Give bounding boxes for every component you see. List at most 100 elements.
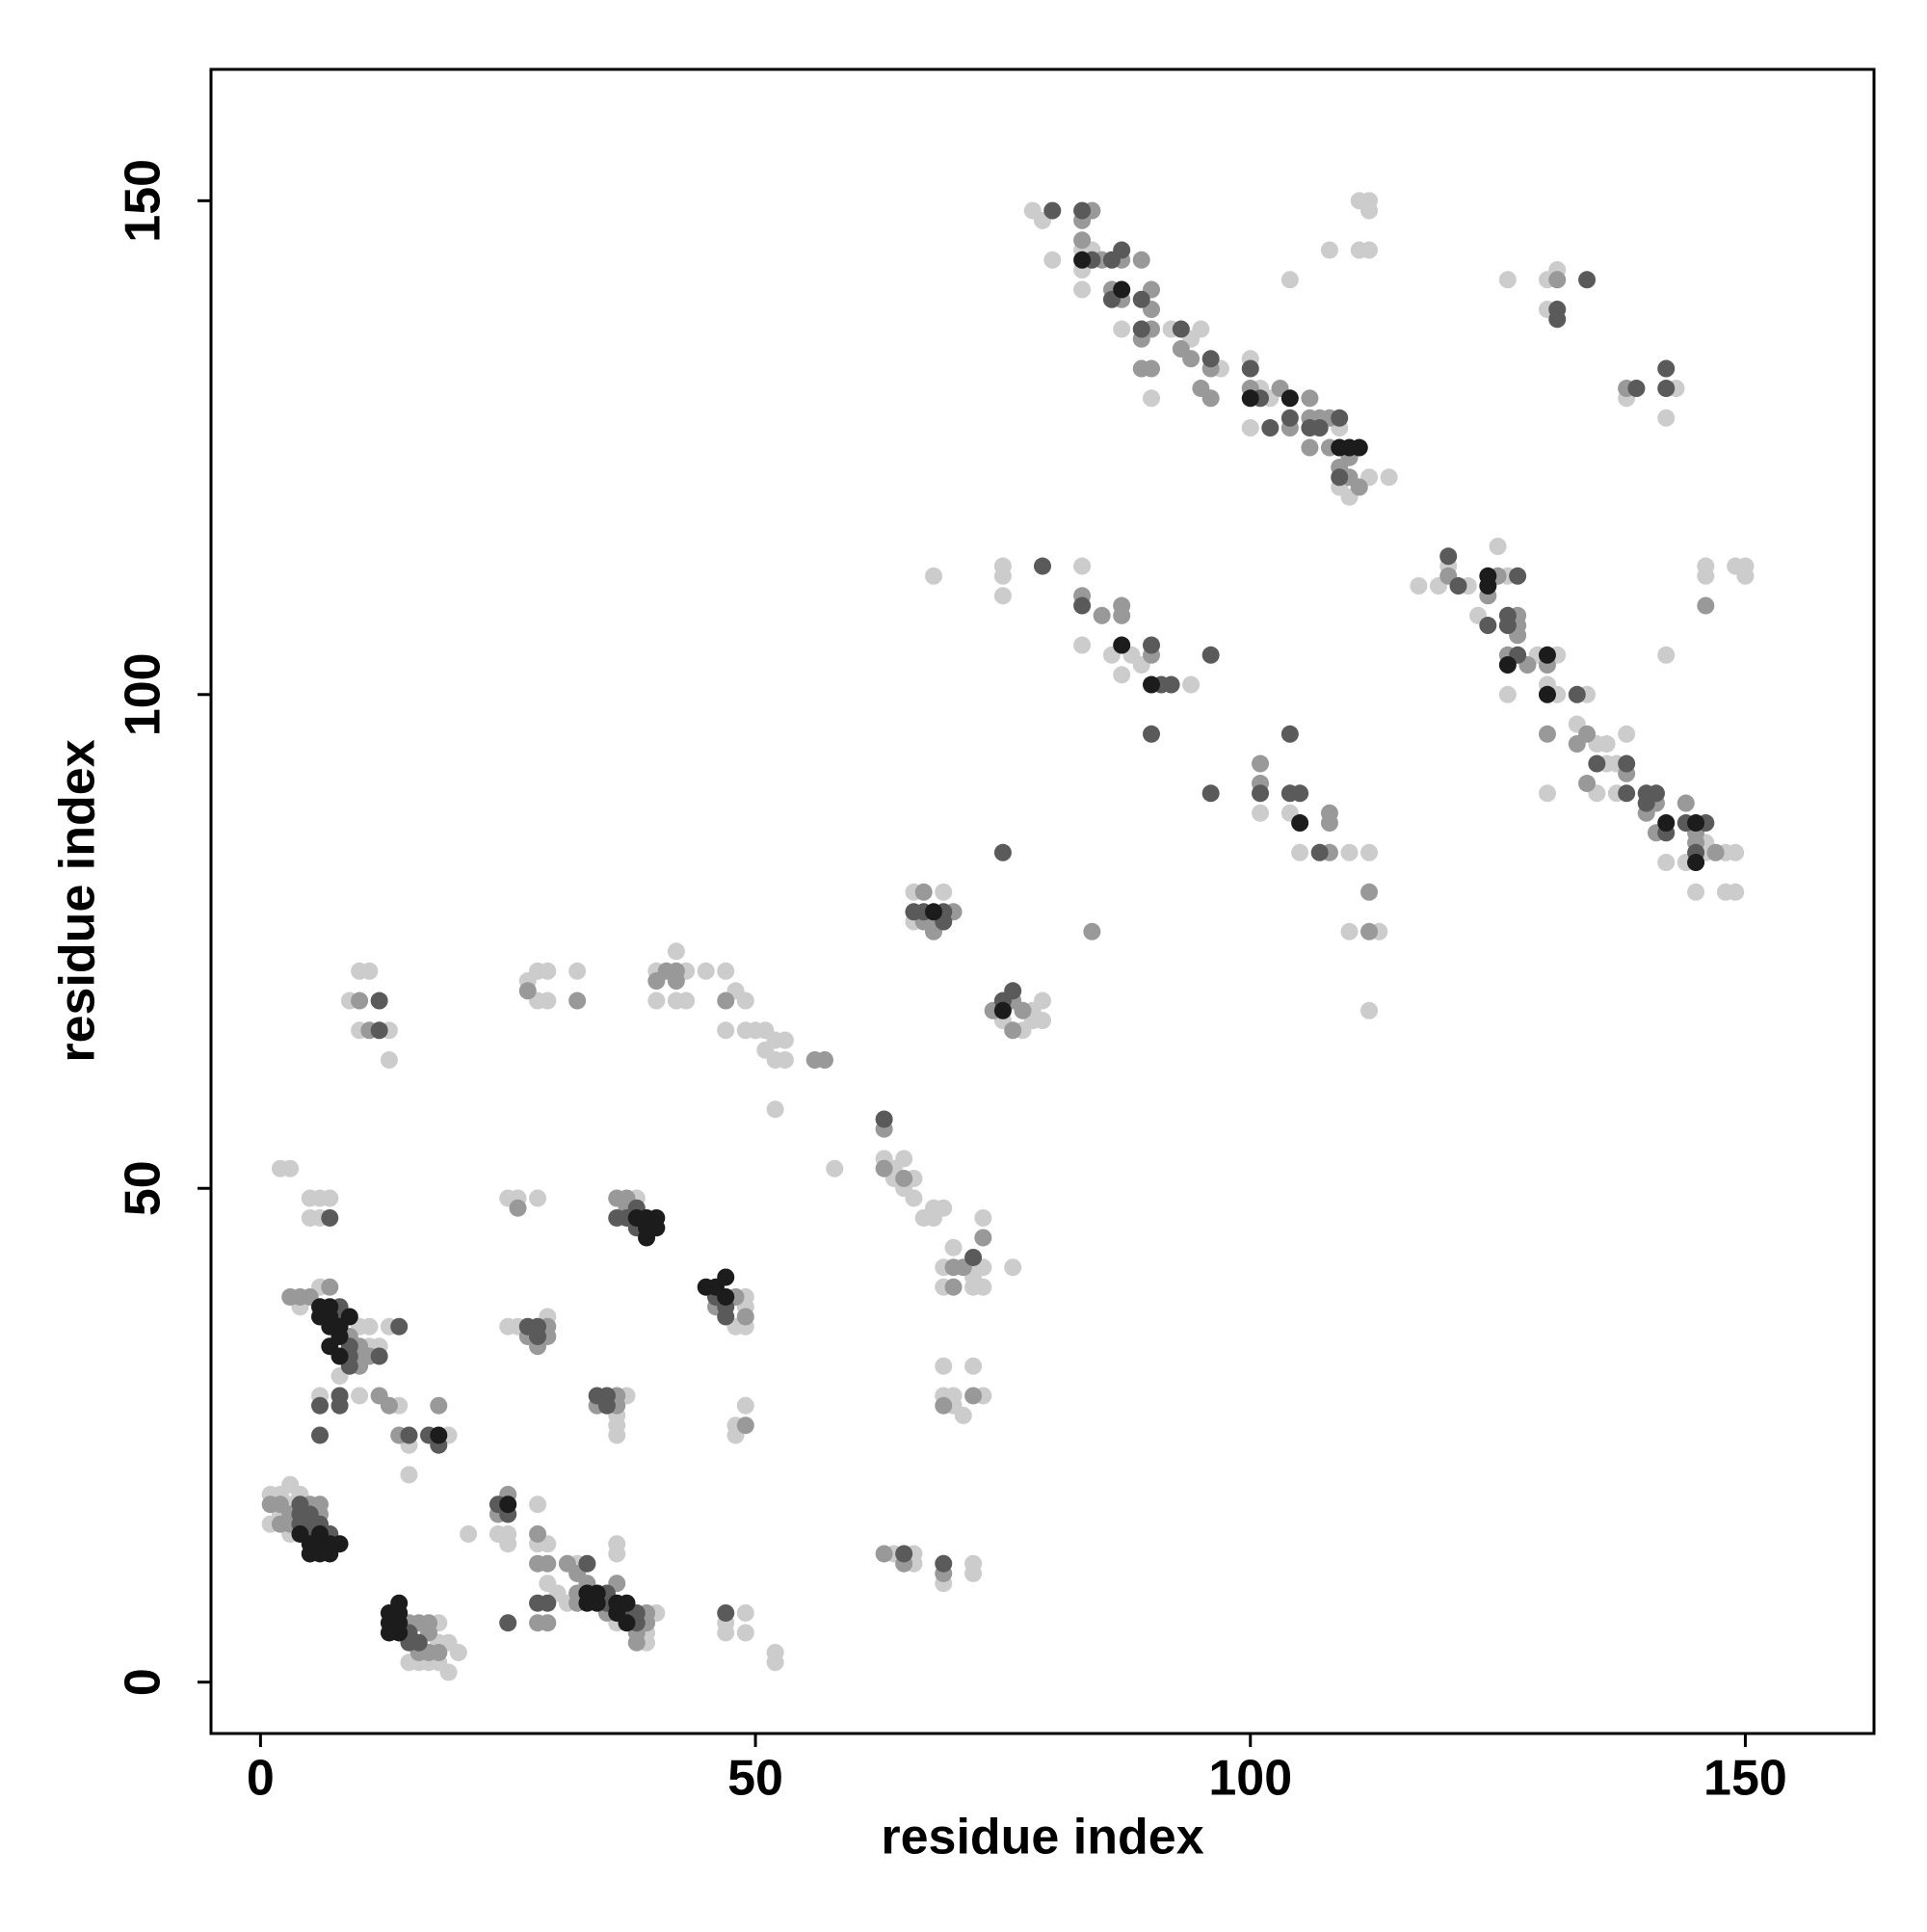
contact-point [1201, 389, 1220, 408]
contact-point [1687, 854, 1705, 872]
contact-point [717, 1287, 735, 1306]
contact-point [1093, 606, 1111, 624]
contact-point [351, 1387, 369, 1405]
contact-point [1004, 982, 1022, 1000]
contact-point [351, 992, 369, 1010]
contact-point [776, 1051, 794, 1070]
y-tick-label: 50 [116, 1160, 172, 1216]
contact-point [993, 587, 1012, 605]
y-tick-label: 0 [116, 1668, 172, 1696]
contact-point [1597, 735, 1616, 754]
contact-point [1073, 636, 1092, 654]
contact-point [1538, 685, 1556, 703]
contact-point [1113, 666, 1131, 684]
contact-point [1588, 754, 1606, 773]
contact-point [1043, 201, 1062, 220]
y-tick-label: 100 [116, 652, 172, 736]
contact-point [460, 1524, 478, 1543]
contact-point [1618, 725, 1636, 743]
contact-point [321, 1208, 339, 1227]
contact-point [736, 1416, 754, 1435]
contact-point [1201, 646, 1220, 664]
contact-point [895, 1150, 913, 1168]
contact-point [370, 992, 388, 1010]
contact-point [905, 1189, 923, 1207]
contact-point [1331, 409, 1349, 427]
contact-point [1073, 280, 1092, 299]
contact-point [311, 1426, 330, 1444]
contact-point [1172, 320, 1190, 338]
contact-point [529, 1189, 547, 1207]
contact-point [667, 972, 685, 991]
contact-point [1657, 359, 1676, 378]
x-tick-label: 0 [247, 1751, 275, 1807]
contact-point [311, 1396, 330, 1415]
contact-point [717, 1308, 735, 1326]
contact-point [717, 1268, 735, 1286]
contact-point [1410, 577, 1428, 595]
contact-point [499, 1535, 517, 1553]
contact-point [1350, 438, 1368, 457]
contact-point [697, 962, 715, 980]
contact-point [1657, 814, 1676, 833]
contact-point [1320, 241, 1338, 259]
contact-point [568, 962, 587, 980]
contact-point [935, 883, 953, 901]
contact-point [1034, 1012, 1051, 1030]
contact-point [736, 1396, 754, 1415]
contact-point [539, 992, 557, 1010]
contact-point [766, 1100, 784, 1119]
contact-point [409, 1633, 428, 1652]
contact-point [400, 1466, 418, 1484]
contact-point [499, 1614, 517, 1632]
contact-point [1083, 922, 1101, 940]
contact-point [875, 1110, 893, 1128]
contact-point [717, 992, 735, 1010]
contact-point [924, 903, 942, 921]
contact-point [281, 1159, 300, 1178]
x-tick-label: 150 [1703, 1751, 1787, 1807]
contact-point [1291, 814, 1309, 833]
contact-point [1261, 419, 1280, 437]
y-axis-label: residue index [50, 739, 106, 1062]
contact-point [954, 1406, 972, 1424]
contact-point [608, 1535, 626, 1553]
contact-point [1241, 359, 1259, 378]
contact-point [1310, 843, 1329, 861]
contact-point [935, 1554, 953, 1573]
contact-point [993, 567, 1012, 585]
contact-point [499, 1495, 517, 1514]
contact-point [1449, 577, 1467, 595]
contact-point [1252, 784, 1270, 803]
contact-point [1360, 201, 1379, 220]
contact-point [914, 1208, 933, 1227]
contact-point [1132, 320, 1150, 338]
contact-point [815, 1051, 833, 1070]
contact-point [1291, 843, 1309, 861]
contact-point [1618, 754, 1636, 773]
contact-point [1578, 271, 1597, 289]
contact-point [1143, 725, 1161, 743]
contact-point [529, 1495, 547, 1514]
contact-point [1509, 567, 1527, 585]
contact-point [875, 1159, 893, 1178]
contact-point [935, 1357, 953, 1375]
contact-point [1657, 646, 1676, 664]
contact-point [321, 1278, 339, 1296]
contact-point [776, 1031, 794, 1049]
contact-point [390, 1317, 409, 1336]
contact-point [1568, 685, 1586, 703]
contact-point [1320, 814, 1338, 833]
contact-point [430, 1426, 448, 1444]
contact-point [1004, 1258, 1022, 1277]
contact-point [529, 1327, 547, 1345]
contact-point [321, 1545, 339, 1563]
contact-point [736, 1603, 754, 1622]
contact-point [1301, 389, 1319, 408]
contact-point [380, 1051, 398, 1070]
contact-point [1479, 617, 1497, 635]
contact-point [1201, 784, 1220, 803]
contact-point [1201, 350, 1220, 368]
contact-point [638, 1229, 656, 1247]
